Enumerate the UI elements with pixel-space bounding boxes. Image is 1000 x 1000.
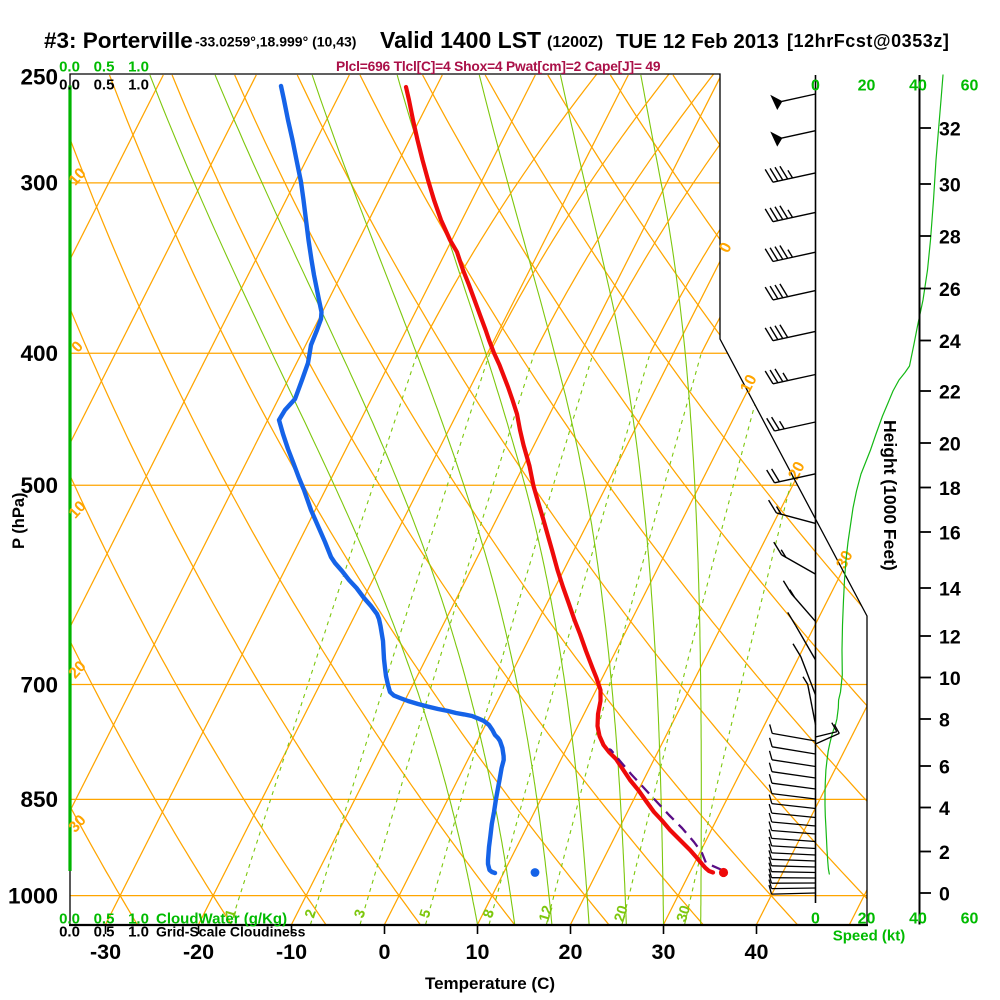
svg-text:24: 24 (939, 331, 961, 353)
svg-text:18: 18 (939, 478, 961, 500)
svg-text:30: 30 (674, 904, 694, 924)
svg-text:0: 0 (939, 884, 950, 906)
svg-text:4: 4 (939, 798, 950, 820)
svg-text:6: 6 (939, 757, 950, 779)
svg-text:32: 32 (939, 119, 961, 141)
svg-text:0: 0 (379, 940, 391, 964)
svg-text:CloudWater (g/Kg): CloudWater (g/Kg) (156, 911, 287, 928)
svg-text:20: 20 (939, 434, 961, 456)
svg-text:250: 250 (20, 64, 58, 89)
svg-text:20: 20 (559, 940, 583, 964)
svg-text:10: 10 (939, 668, 961, 690)
svg-text:(1200Z): (1200Z) (547, 34, 603, 51)
svg-text:30: 30 (833, 548, 856, 572)
svg-text:28: 28 (939, 227, 961, 249)
svg-text:850: 850 (20, 787, 58, 812)
svg-text:14: 14 (939, 579, 961, 601)
svg-text:300: 300 (20, 171, 58, 196)
svg-text:1.0: 1.0 (128, 59, 149, 76)
svg-text:12: 12 (536, 904, 556, 924)
svg-text:12: 12 (939, 627, 961, 649)
svg-text:Height (1000 Feet): Height (1000 Feet) (880, 420, 900, 571)
svg-text:[12hrFcst@0353z]: [12hrFcst@0353z] (787, 31, 949, 51)
svg-text:0.0: 0.0 (59, 77, 80, 94)
svg-text:0.5: 0.5 (94, 59, 115, 76)
svg-text:Temperature (C): Temperature (C) (425, 974, 555, 993)
svg-text:-10: -10 (276, 940, 307, 964)
svg-text:40: 40 (909, 78, 927, 95)
svg-text:-20: -20 (183, 940, 214, 964)
svg-text:22: 22 (939, 382, 961, 404)
svg-text:Speed (kt): Speed (kt) (833, 928, 906, 945)
svg-text:0: 0 (811, 911, 820, 928)
svg-text:0: 0 (811, 78, 820, 95)
svg-text:0.0: 0.0 (59, 911, 80, 928)
svg-text:30: 30 (652, 940, 676, 964)
svg-text:0.5: 0.5 (94, 924, 115, 941)
svg-text:20: 20 (612, 904, 632, 924)
svg-text:400: 400 (20, 341, 58, 366)
svg-text:P (hPa): P (hPa) (10, 492, 28, 549)
svg-text:10: 10 (737, 372, 760, 396)
svg-text:60: 60 (961, 78, 979, 95)
svg-text:700: 700 (20, 672, 58, 697)
svg-text:0.0: 0.0 (59, 924, 80, 941)
svg-text:30: 30 (939, 175, 961, 197)
svg-text:20: 20 (858, 78, 876, 95)
svg-text:40: 40 (909, 911, 927, 928)
svg-text:Valid 1400 LST: Valid 1400 LST (380, 27, 541, 53)
svg-text:Grid-Scale Cloudiness: Grid-Scale Cloudiness (156, 924, 306, 940)
svg-text:26: 26 (939, 279, 961, 301)
svg-text:-33.0259°,18.999° (10,43): -33.0259°,18.999° (10,43) (195, 34, 356, 50)
svg-text:0.0: 0.0 (59, 59, 80, 76)
svg-text:Plcl=696 Tlcl[C]=4 Shox=4 Pwat: Plcl=696 Tlcl[C]=4 Shox=4 Pwat[cm]=2 Cap… (336, 59, 661, 74)
svg-text:500: 500 (20, 473, 58, 498)
svg-text:1000: 1000 (8, 883, 58, 908)
svg-text:-30: -30 (90, 940, 121, 964)
svg-text:1.0: 1.0 (128, 924, 149, 941)
svg-text:60: 60 (961, 911, 979, 928)
svg-text:8: 8 (939, 710, 950, 732)
svg-text:20: 20 (858, 911, 876, 928)
svg-text:40: 40 (745, 940, 769, 964)
svg-text:16: 16 (939, 523, 961, 545)
svg-text:#3: Porterville: #3: Porterville (44, 28, 193, 53)
svg-text:0.5: 0.5 (94, 911, 115, 928)
svg-text:2: 2 (939, 842, 950, 864)
svg-text:1.0: 1.0 (128, 77, 149, 94)
svg-text:10: 10 (466, 940, 490, 964)
svg-text:0.5: 0.5 (94, 77, 115, 94)
svg-text:1.0: 1.0 (128, 911, 149, 928)
svg-text:TUE 12 Feb 2013: TUE 12 Feb 2013 (616, 30, 779, 53)
